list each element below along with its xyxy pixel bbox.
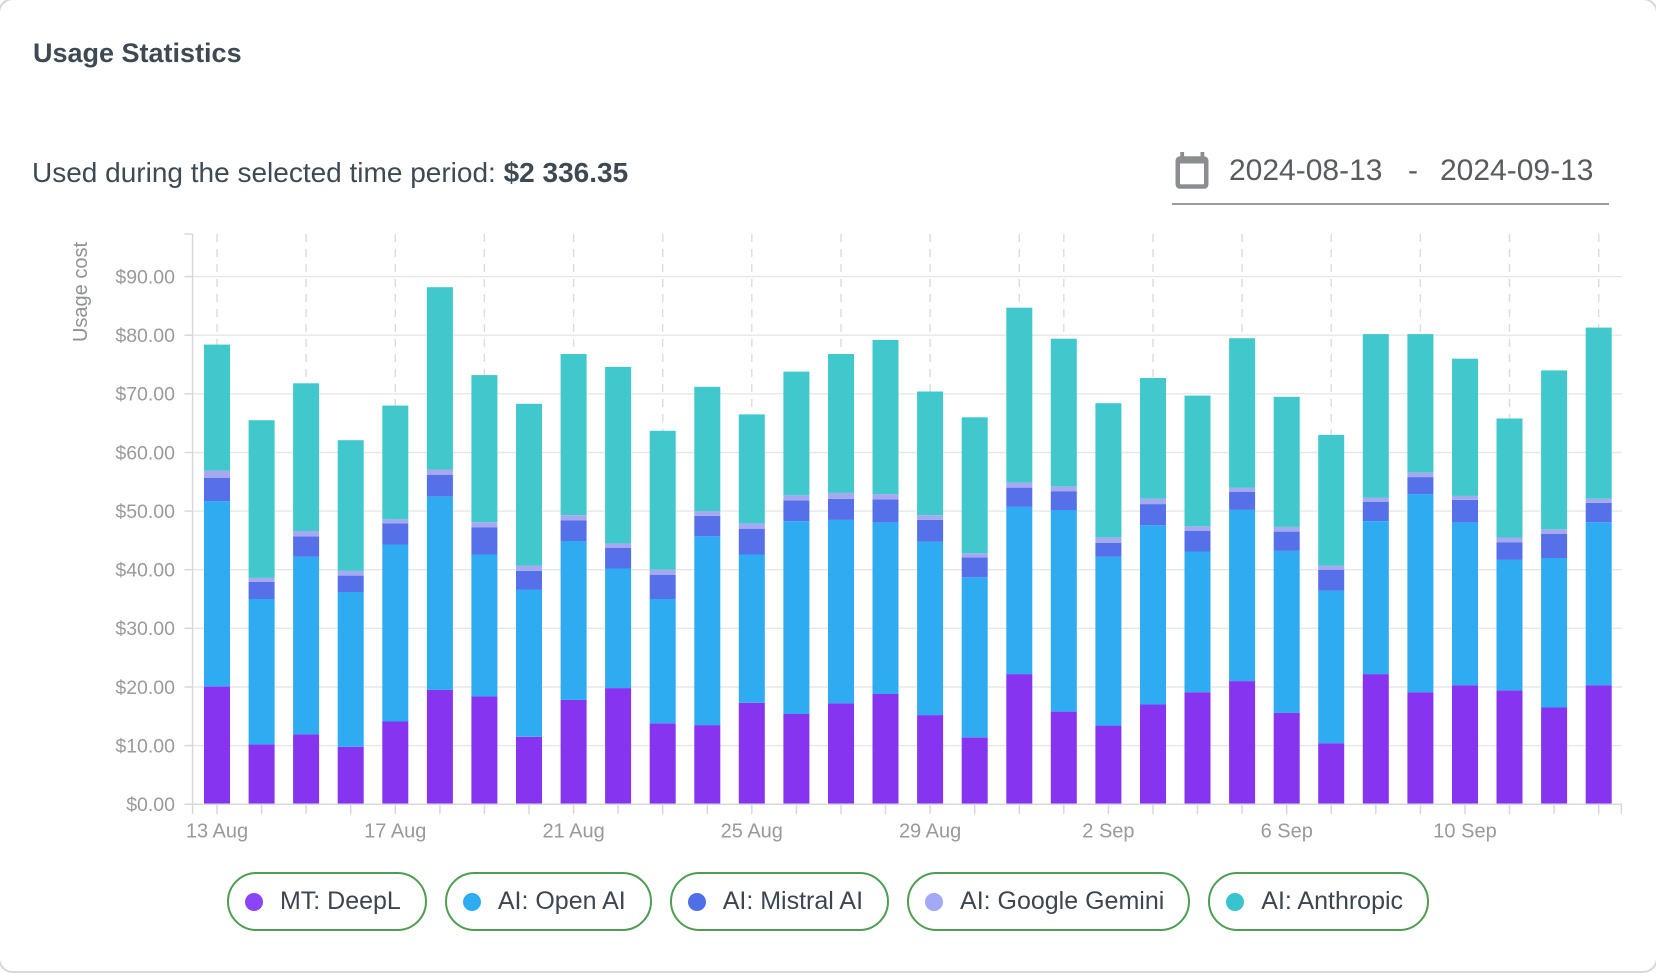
svg-text:$10.00: $10.00: [115, 735, 175, 757]
svg-text:13 Aug: 13 Aug: [186, 821, 248, 843]
svg-text:$0.00: $0.00: [126, 794, 175, 816]
svg-text:6 Sep: 6 Sep: [1261, 821, 1313, 843]
svg-text:Usage cost: Usage cost: [70, 242, 92, 342]
svg-text:10 Sep: 10 Sep: [1433, 821, 1496, 843]
svg-text:$20.00: $20.00: [115, 677, 175, 699]
svg-text:$30.00: $30.00: [115, 618, 175, 640]
svg-text:29 Aug: 29 Aug: [899, 821, 961, 843]
svg-text:21 Aug: 21 Aug: [542, 821, 604, 843]
svg-text:17 Aug: 17 Aug: [364, 821, 426, 843]
svg-text:$40.00: $40.00: [115, 560, 175, 582]
svg-text:$50.00: $50.00: [115, 501, 175, 523]
svg-text:$80.00: $80.00: [115, 325, 175, 347]
svg-text:25 Aug: 25 Aug: [721, 821, 783, 843]
svg-text:$90.00: $90.00: [115, 266, 175, 288]
svg-text:$60.00: $60.00: [115, 442, 175, 464]
svg-text:2 Sep: 2 Sep: [1082, 821, 1134, 843]
svg-text:$70.00: $70.00: [115, 384, 175, 406]
